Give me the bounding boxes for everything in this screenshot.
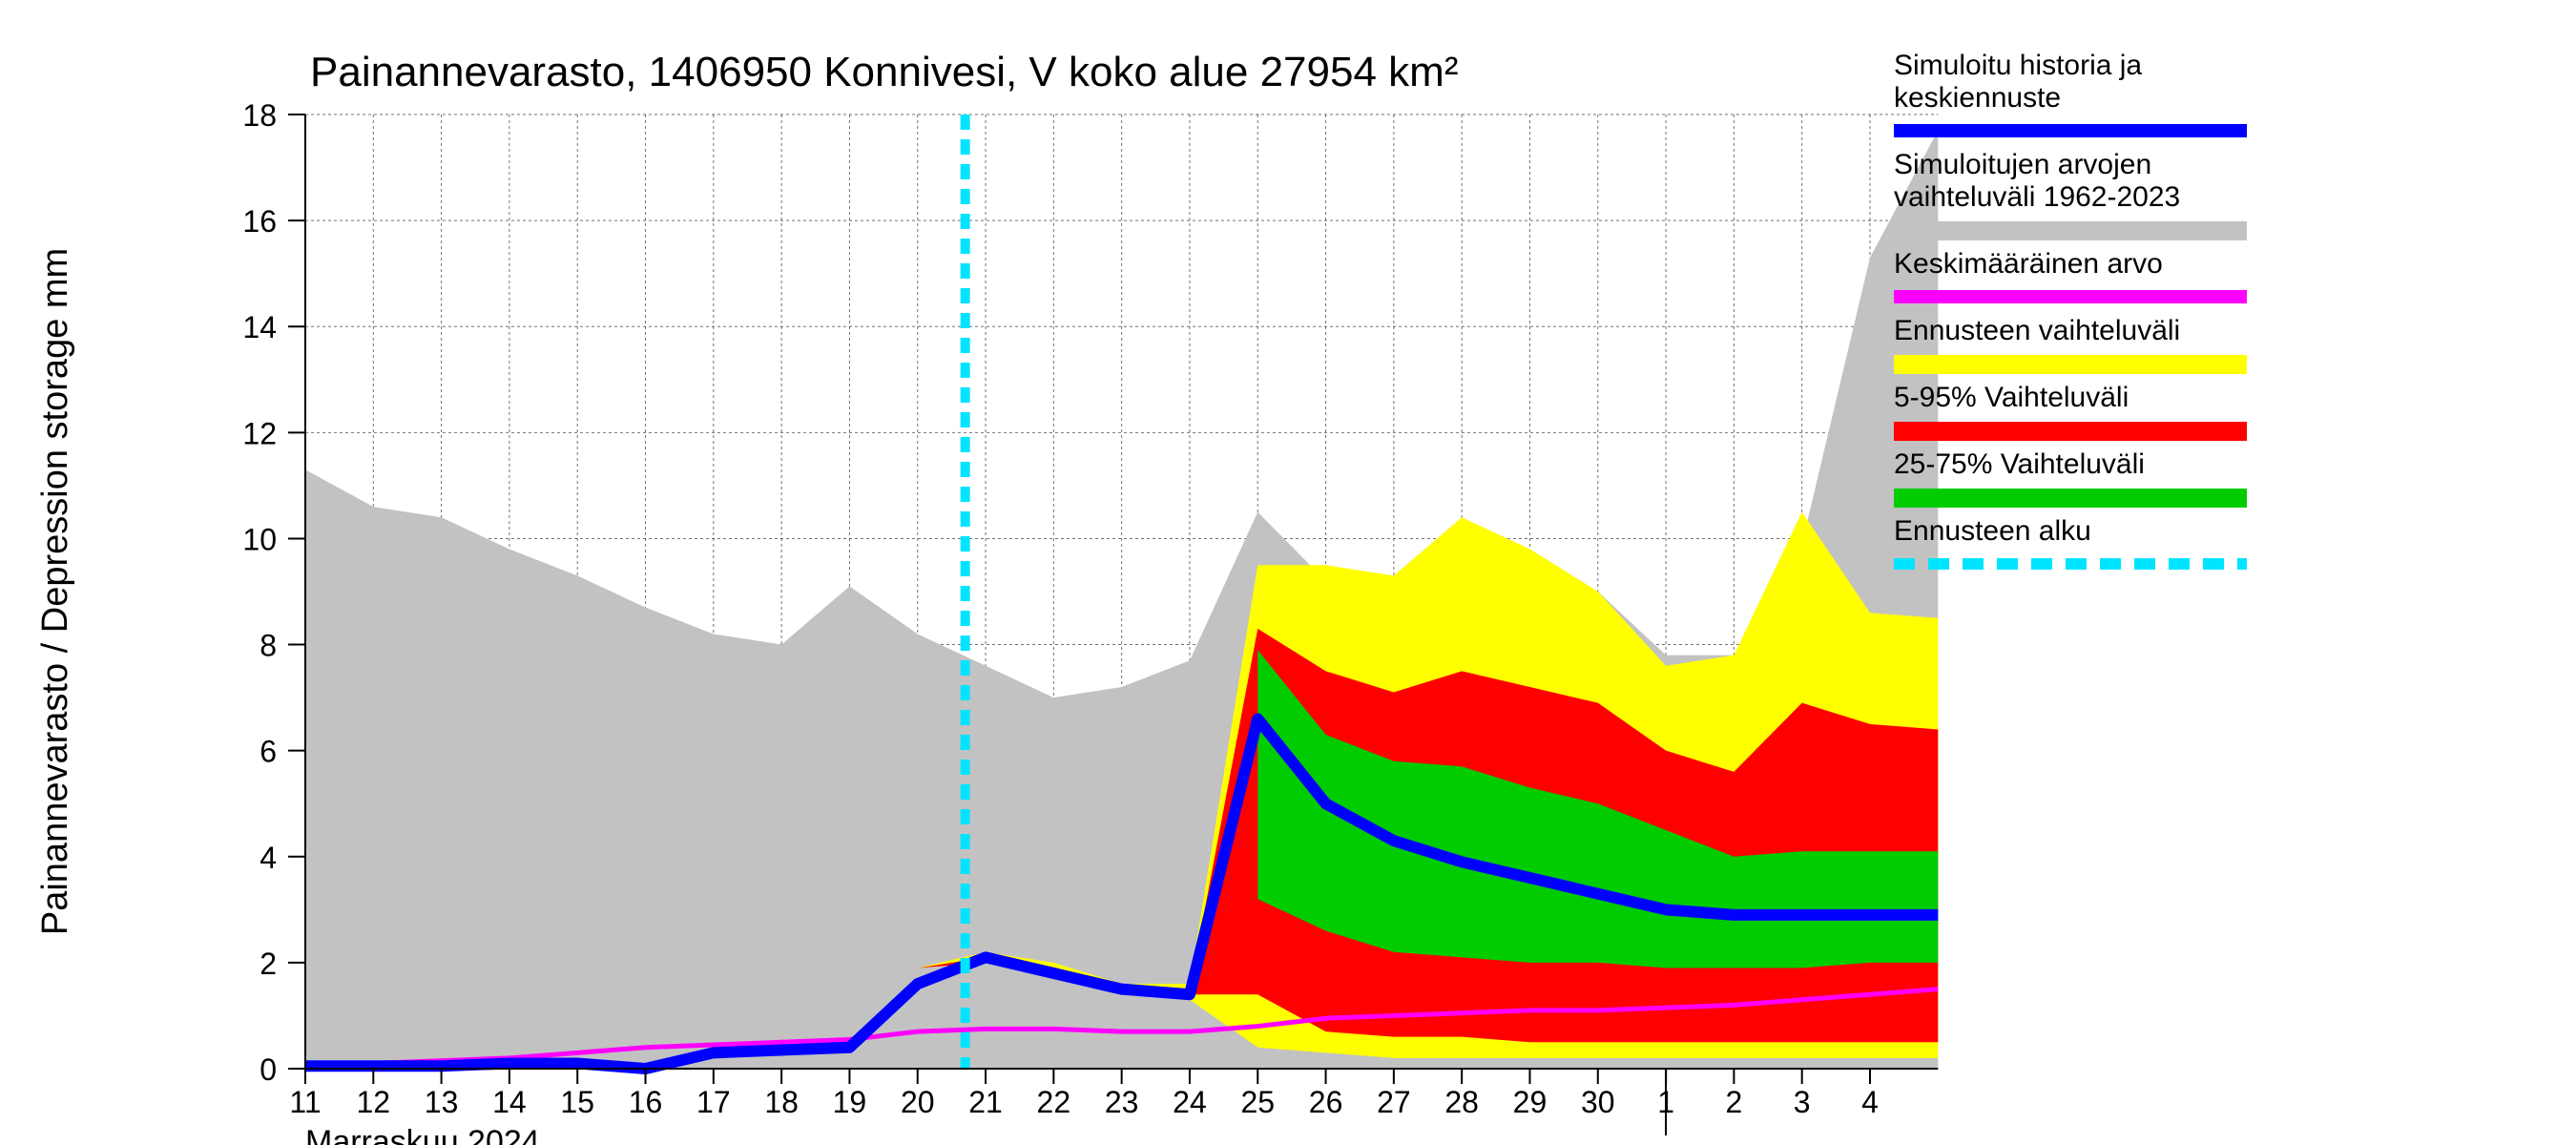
legend-swatch [1894,290,2247,303]
month-label-fi: Marraskuu 2024 [305,1124,540,1145]
legend-label: Simuloitujen arvojen [1894,149,2151,180]
x-tick-label: 18 [764,1085,799,1119]
x-tick-label: 15 [560,1085,594,1119]
legend-swatch [1894,124,2247,137]
x-tick-label: 21 [968,1085,1003,1119]
x-tick-label: 17 [696,1085,731,1119]
chart-container: 0246810121416181112131415161718192021222… [0,0,2576,1145]
x-tick-label: 29 [1513,1085,1548,1119]
x-tick-label: 27 [1377,1085,1411,1119]
x-tick-label: 26 [1309,1085,1343,1119]
legend-label: Simuloitu historia ja [1894,50,2142,81]
x-tick-label: 12 [357,1085,391,1119]
x-tick-label: 4 [1861,1085,1879,1119]
x-tick-label: 24 [1173,1085,1207,1119]
x-tick-label: 22 [1037,1085,1071,1119]
y-tick-label: 4 [260,841,277,875]
y-tick-label: 18 [242,98,277,133]
legend-swatch [1894,422,2247,441]
legend-label: Ennusteen vaihteluväli [1894,315,2180,346]
legend-label: 5-95% Vaihteluväli [1894,382,2129,413]
x-tick-label: 28 [1444,1085,1479,1119]
x-tick-label: 25 [1240,1085,1275,1119]
y-tick-label: 16 [242,204,277,239]
x-tick-label: 30 [1581,1085,1615,1119]
legend-label: Keskimääräinen arvo [1894,248,2163,280]
legend-swatch [1894,355,2247,374]
chart-svg: 0246810121416181112131415161718192021222… [0,0,2576,1145]
y-tick-label: 14 [242,310,277,344]
y-tick-label: 12 [242,416,277,450]
chart-title: Painannevarasto, 1406950 Konnivesi, V ko… [310,49,1458,95]
x-tick-label: 11 [289,1085,321,1119]
x-tick-label: 19 [833,1085,867,1119]
legend-swatch [1894,489,2247,508]
legend-label: 25-75% Vaihteluväli [1894,448,2145,480]
y-tick-label: 8 [260,629,277,663]
x-tick-label: 3 [1794,1085,1811,1119]
x-tick-label: 14 [492,1085,527,1119]
x-tick-label: 23 [1105,1085,1139,1119]
x-tick-label: 20 [901,1085,935,1119]
legend-swatch [1894,221,2247,240]
y-tick-label: 0 [260,1052,277,1087]
y-tick-label: 10 [242,522,277,556]
y-tick-label: 2 [260,947,277,981]
legend-label: keskiennuste [1894,82,2061,114]
legend: Simuloitu historia jakeskiennuste Simuloi… [1894,50,2247,564]
x-tick-label: 16 [629,1085,663,1119]
x-tick-label: 2 [1725,1085,1742,1119]
legend-label: vaihteluväli 1962-2023 [1894,181,2180,213]
x-tick-label: 13 [425,1085,459,1119]
y-axis-label: Painannevarasto / Depression storage mm [35,248,75,935]
legend-label: Ennusteen alku [1894,515,2091,547]
y-tick-label: 6 [260,735,277,769]
